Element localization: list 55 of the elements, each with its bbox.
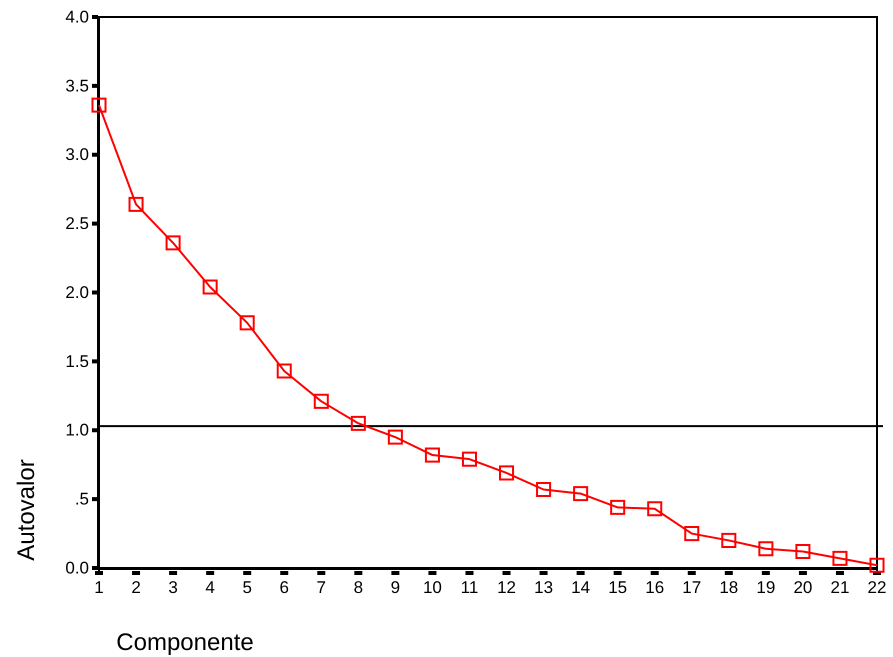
point [795, 544, 810, 559]
y-tick-label: 4.0 [65, 7, 89, 26]
point [424, 448, 440, 463]
x-tick-label: 13 [534, 578, 554, 598]
point [758, 541, 774, 556]
y-axis-title: Autovalor [13, 459, 40, 561]
x-tick-label: 11 [460, 578, 478, 598]
x-tick-label: 6 [280, 578, 289, 598]
x-tick-label: 10 [422, 578, 442, 598]
y-tick-label: 1.5 [65, 352, 89, 371]
x-tick-label: 16 [645, 578, 664, 598]
point [462, 452, 477, 467]
x-tick-label: 21 [830, 578, 850, 598]
point [276, 364, 292, 379]
x-tick-label: 7 [316, 578, 326, 598]
point [647, 501, 662, 516]
point [573, 486, 588, 502]
point [869, 558, 885, 573]
point [91, 98, 107, 113]
x-tick-label: 18 [719, 578, 738, 598]
point [388, 430, 403, 445]
x-tick-label: 15 [608, 578, 628, 598]
x-tick-label: 5 [242, 578, 252, 598]
point [314, 394, 329, 409]
point [684, 526, 700, 542]
y-tick-label: 3.0 [65, 145, 89, 164]
x-tick-label: 8 [354, 578, 364, 598]
y-tick-label: 1.0 [65, 420, 89, 440]
y-tick-label: 2.0 [65, 282, 89, 302]
x-tick-label: 9 [390, 578, 400, 598]
x-tick-label: 22 [868, 578, 886, 598]
x-tick-label: 12 [497, 578, 516, 598]
y-tick-label: .5 [74, 490, 89, 509]
point [610, 500, 626, 515]
x-axis-title: Componente [116, 629, 254, 656]
point [202, 279, 218, 295]
x-tick-label: 2 [131, 578, 141, 598]
x-tick-label: 17 [682, 578, 702, 598]
x-tick-label: 20 [793, 578, 812, 598]
point [536, 482, 552, 497]
point [166, 235, 181, 250]
x-tick-label: 3 [168, 578, 178, 598]
point [240, 315, 255, 330]
x-tick-label: 1 [94, 578, 104, 598]
point [832, 550, 848, 566]
y-tick-label: 3.5 [65, 76, 89, 96]
point [350, 416, 366, 431]
x-tick-label: 19 [756, 578, 776, 598]
point [128, 196, 144, 212]
point [721, 532, 736, 548]
point [499, 465, 514, 480]
x-tick-label: 4 [205, 578, 215, 598]
x-tick-label: 14 [571, 578, 590, 598]
y-tick-label: 2.5 [65, 214, 89, 234]
y-tick-label: 0.0 [65, 558, 89, 578]
